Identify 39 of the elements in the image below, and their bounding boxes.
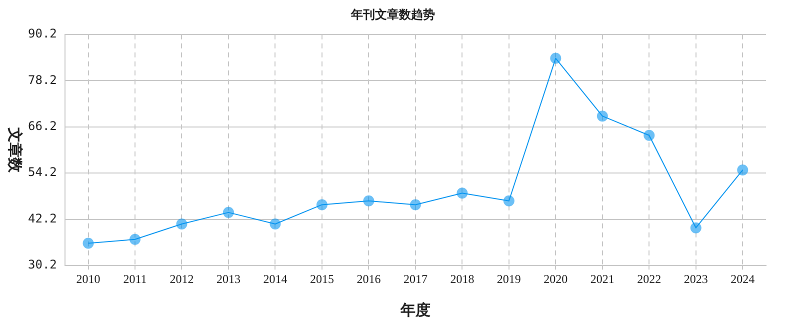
x-tick-label: 2014 [263, 272, 288, 286]
y-axis-title: 文章数 [6, 126, 24, 174]
x-tick-label: 2021 [590, 272, 614, 286]
y-tick-label: 54.2 [28, 165, 57, 180]
x-tick-label: 2018 [450, 272, 474, 286]
x-tick-label: 2010 [76, 272, 100, 286]
x-tick-label: 2016 [356, 272, 381, 286]
y-tick-label: 66.2 [28, 119, 57, 134]
point [316, 199, 328, 210]
point [690, 222, 702, 234]
point [737, 164, 748, 176]
point [82, 238, 94, 249]
x-tick-label: 2011 [123, 272, 147, 286]
x-tick-label: 2023 [684, 272, 708, 286]
x-tick-label: 2019 [496, 272, 521, 286]
point [410, 199, 421, 210]
x-tick-label: 2015 [310, 272, 334, 286]
point [176, 218, 188, 230]
point [550, 52, 562, 64]
point [270, 218, 281, 230]
x-tick-label: 2022 [637, 272, 662, 286]
x-axis-title: 年度 [399, 300, 430, 319]
y-tick-label: 78.2 [28, 72, 57, 87]
x-tick-label: 2017 [403, 272, 428, 286]
x-tick-label: 2012 [170, 272, 194, 286]
x-tick-label: 2020 [544, 272, 568, 286]
point [130, 234, 141, 245]
chart-title: 年刊文章数趋势 [350, 7, 435, 22]
point [222, 206, 234, 218]
point [456, 188, 468, 199]
x-tick-label: 2013 [216, 272, 240, 286]
y-tick-label: 30.2 [28, 258, 57, 272]
y-tick-label: 42.2 [28, 211, 57, 226]
point [596, 110, 608, 122]
point [503, 195, 514, 206]
x-tick-label: 2024 [730, 272, 755, 286]
y-tick-label: 90.2 [28, 26, 57, 41]
point [644, 130, 655, 141]
point [363, 195, 374, 206]
